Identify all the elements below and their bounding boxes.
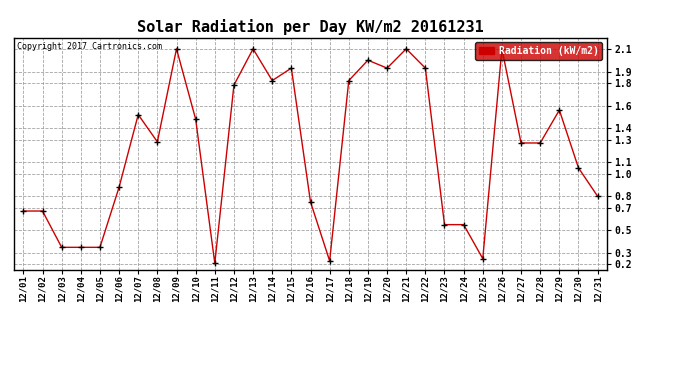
- Title: Solar Radiation per Day KW/m2 20161231: Solar Radiation per Day KW/m2 20161231: [137, 19, 484, 35]
- Legend: Radiation (kW/m2): Radiation (kW/m2): [475, 42, 602, 60]
- Text: Copyright 2017 Cartronics.com: Copyright 2017 Cartronics.com: [17, 42, 161, 51]
